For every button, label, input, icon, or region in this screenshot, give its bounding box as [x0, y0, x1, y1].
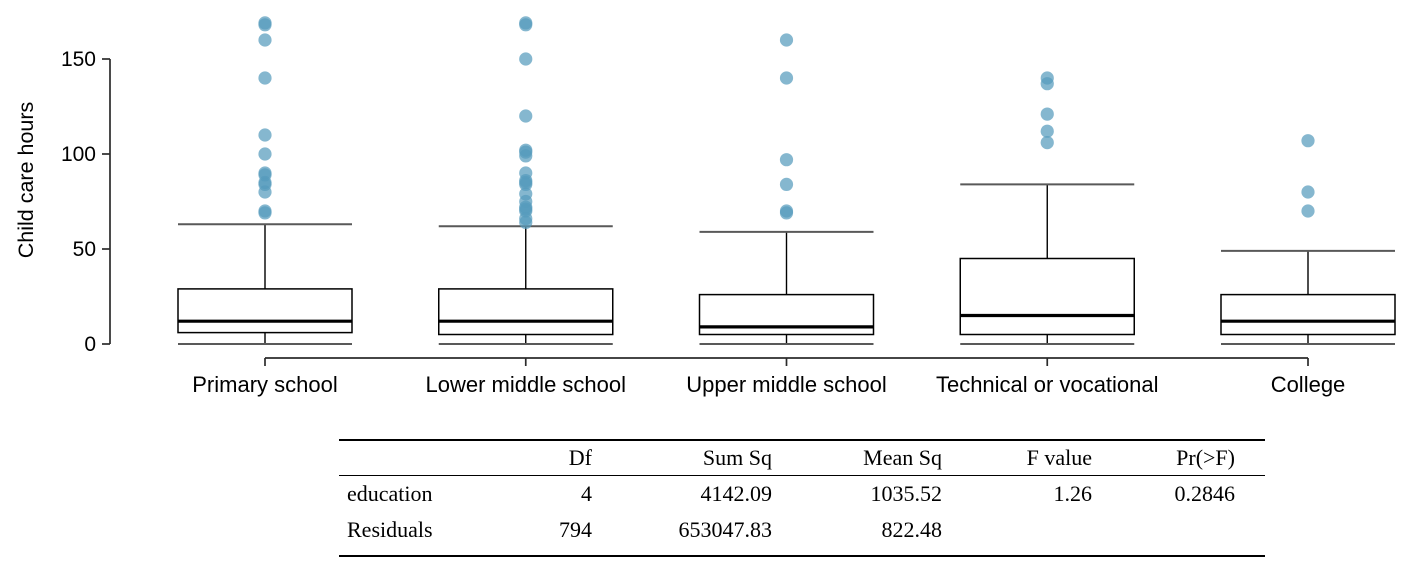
anova-col-header-Pr(>F): Pr(>F) — [1094, 440, 1265, 476]
anova-cell — [944, 512, 1094, 556]
box-college — [1220, 293, 1396, 336]
x-axis-label-lower-middle-school: Lower middle school — [425, 372, 626, 397]
anova-row-label: education — [347, 481, 433, 506]
outlier-dot-primary-school — [258, 147, 272, 161]
y-tick-label-150: 150 — [61, 48, 96, 71]
outlier-dot-technical-or-vocational — [1040, 107, 1054, 121]
outlier-dot-upper-middle-school — [779, 153, 794, 167]
anova-col-header-Mean Sq: Mean Sq — [774, 440, 944, 476]
box-upper-middle-school — [698, 293, 875, 336]
y-tick-label-100: 100 — [61, 143, 96, 166]
outlier-dot-lower-middle-school — [519, 52, 533, 66]
x-axis-label-upper-middle-school: Upper middle school — [686, 372, 887, 397]
outlier-dot-technical-or-vocational — [1040, 136, 1054, 150]
outlier-dot-lower-middle-school — [519, 149, 533, 163]
anova-cell: 1035.52 — [870, 481, 943, 506]
outlier-dot-primary-school — [258, 128, 272, 142]
anova-col-header-Sum Sq: Sum Sq — [594, 440, 774, 476]
anova-table: Df Sum Sq Mean Sq F value Pr(>F) education 4 4… — [339, 439, 1265, 557]
y-axis-title: Child care hours — [14, 102, 38, 259]
outlier-dot-technical-or-vocational — [1040, 77, 1054, 91]
anova-col-header-blank — [339, 440, 504, 476]
box-technical-or-vocational — [959, 257, 1135, 336]
anova-cell: 1.26 — [1053, 481, 1093, 506]
outlier-dot-primary-school — [258, 71, 272, 85]
anova-cell — [1094, 512, 1265, 556]
outlier-dot-technical-or-vocational — [1040, 124, 1054, 138]
anova-header-row: Df Sum Sq Mean Sq F value Pr(>F) — [339, 440, 1265, 476]
outlier-dot-primary-school — [258, 206, 272, 220]
anova-cell: 4142.09 — [700, 481, 773, 506]
x-axis-label-technical-or-vocational: Technical or vocational — [936, 372, 1159, 397]
anova-col-header-F value: F value — [944, 440, 1094, 476]
outlier-dot-college — [1301, 204, 1315, 218]
outlier-dot-primary-school — [258, 33, 272, 47]
outlier-dot-upper-middle-school — [779, 33, 794, 47]
outlier-dot-primary-school — [258, 185, 272, 199]
outlier-dot-lower-middle-school — [519, 109, 533, 123]
boxplot-chart: 0 50 100 150 Child care hours Primary school L… — [14, 16, 1396, 397]
outlier-dot-upper-middle-school — [779, 71, 794, 85]
outlier-dot-upper-middle-school — [779, 206, 794, 220]
outlier-dot-lower-middle-school — [519, 18, 533, 32]
y-tick-label-50: 50 — [73, 238, 96, 261]
anova-table-wrap: Df Sum Sq Mean Sq F value Pr(>F) education 4 4… — [339, 439, 1265, 557]
anova-cell: 0.2846 — [1174, 481, 1236, 506]
table-row-education: education 4 4142.09 1035.52 1.26 0.2846 — [339, 476, 1265, 513]
outlier-dot-lower-middle-school — [519, 215, 533, 229]
outlier-dot-primary-school — [258, 18, 272, 32]
y-tick-label-0: 0 — [84, 333, 96, 356]
anova-cell: 822.48 — [881, 517, 943, 542]
anova-row-label: Residuals — [347, 517, 433, 542]
box-primary-school — [177, 288, 353, 334]
anova-cell: 653047.83 — [678, 517, 773, 542]
anova-col-header-Df: Df — [504, 440, 594, 476]
x-axis-label-primary-school: Primary school — [192, 372, 337, 397]
x-axis-label-college: College — [1271, 372, 1346, 397]
outlier-dot-college — [1301, 134, 1315, 148]
box-lower-middle-school — [438, 288, 614, 336]
anova-cell: 4 — [581, 481, 592, 506]
anova-cell: 794 — [559, 517, 592, 542]
outlier-dot-college — [1301, 185, 1315, 199]
outlier-dot-upper-middle-school — [779, 177, 794, 191]
outlier-dot-lower-middle-school — [519, 177, 533, 191]
table-row-Residuals: Residuals 794 653047.83 822.48 — [339, 512, 1265, 556]
